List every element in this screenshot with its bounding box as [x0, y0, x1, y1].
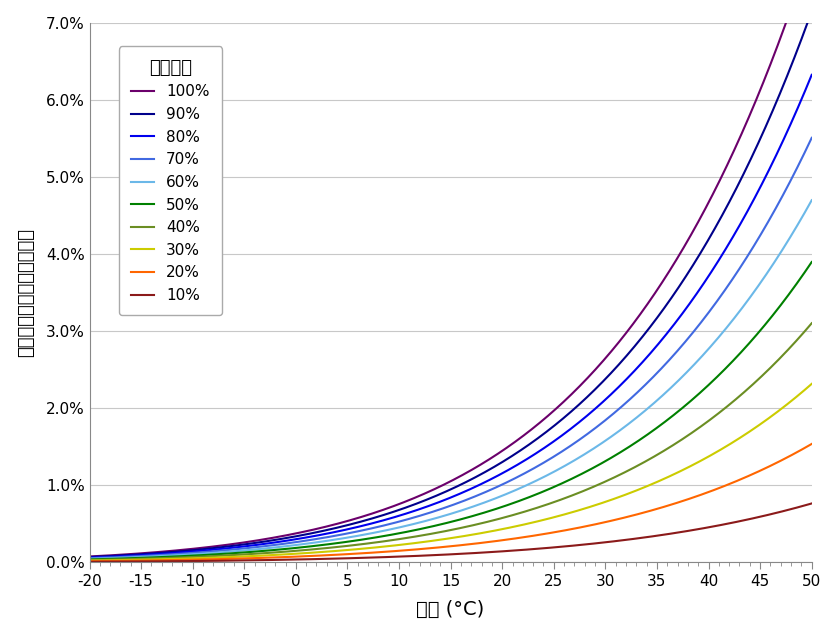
20% [402, 546, 412, 554]
10% [376, 553, 386, 561]
30% [402, 540, 412, 548]
40% [376, 538, 386, 546]
Line: 60%: 60% [90, 200, 812, 559]
90% [648, 320, 658, 328]
30% [376, 543, 386, 551]
80% [807, 71, 817, 79]
80% [376, 517, 386, 525]
10% [158, 558, 168, 565]
70% [581, 432, 591, 439]
70% [807, 134, 817, 142]
80% [660, 331, 670, 339]
60% [648, 401, 658, 408]
50% [648, 427, 658, 434]
60% [402, 522, 412, 529]
70% [85, 555, 95, 562]
90% [807, 8, 817, 15]
20% [581, 523, 591, 530]
30% [807, 380, 817, 388]
10% [648, 532, 658, 540]
Legend: 100%, 90%, 80%, 70%, 60%, 50%, 40%, 30%, 20%, 10%: 100%, 90%, 80%, 70%, 60%, 50%, 40%, 30%,… [119, 46, 222, 315]
X-axis label: 温度 (°C): 温度 (°C) [416, 600, 484, 619]
Line: 80%: 80% [90, 75, 812, 558]
20% [376, 548, 386, 556]
50% [158, 553, 168, 561]
40% [807, 319, 817, 327]
30% [648, 480, 658, 488]
60% [660, 389, 670, 396]
50% [581, 468, 591, 476]
10% [581, 541, 591, 548]
70% [158, 551, 168, 558]
10% [402, 553, 412, 560]
Line: 50%: 50% [90, 262, 812, 560]
80% [158, 550, 168, 558]
Line: 70%: 70% [90, 138, 812, 558]
90% [158, 549, 168, 556]
Line: 90%: 90% [90, 11, 812, 557]
70% [376, 522, 386, 530]
30% [158, 555, 168, 563]
90% [660, 302, 670, 310]
90% [581, 395, 591, 403]
60% [376, 527, 386, 535]
Line: 20%: 20% [90, 444, 812, 561]
100% [581, 377, 591, 384]
80% [648, 347, 658, 354]
30% [660, 474, 670, 482]
10% [85, 558, 95, 565]
40% [158, 555, 168, 562]
90% [402, 503, 412, 511]
30% [581, 504, 591, 512]
10% [660, 530, 670, 538]
Line: 40%: 40% [90, 323, 812, 560]
100% [158, 548, 168, 555]
50% [402, 528, 412, 536]
40% [581, 487, 591, 494]
80% [402, 509, 412, 517]
60% [581, 450, 591, 457]
50% [376, 532, 386, 540]
40% [660, 446, 670, 453]
50% [807, 258, 817, 266]
40% [85, 556, 95, 564]
50% [85, 556, 95, 563]
20% [648, 506, 658, 514]
20% [660, 502, 670, 510]
20% [85, 557, 95, 565]
70% [660, 360, 670, 368]
40% [648, 453, 658, 461]
100% [376, 507, 386, 515]
60% [158, 552, 168, 560]
100% [402, 497, 412, 504]
90% [376, 512, 386, 520]
Y-axis label: 水气在空气中的百分比含量: 水气在空气中的百分比含量 [17, 228, 34, 357]
20% [158, 556, 168, 564]
50% [660, 417, 670, 425]
90% [85, 553, 95, 561]
Line: 100%: 100% [90, 0, 812, 556]
Line: 10%: 10% [90, 504, 812, 562]
100% [660, 273, 670, 280]
60% [85, 555, 95, 563]
30% [85, 556, 95, 564]
100% [85, 553, 95, 560]
80% [581, 413, 591, 421]
20% [807, 440, 817, 448]
80% [85, 554, 95, 562]
Line: 30%: 30% [90, 384, 812, 560]
70% [402, 516, 412, 523]
100% [648, 293, 658, 300]
10% [807, 500, 817, 508]
40% [402, 534, 412, 542]
60% [807, 197, 817, 204]
70% [648, 374, 658, 382]
